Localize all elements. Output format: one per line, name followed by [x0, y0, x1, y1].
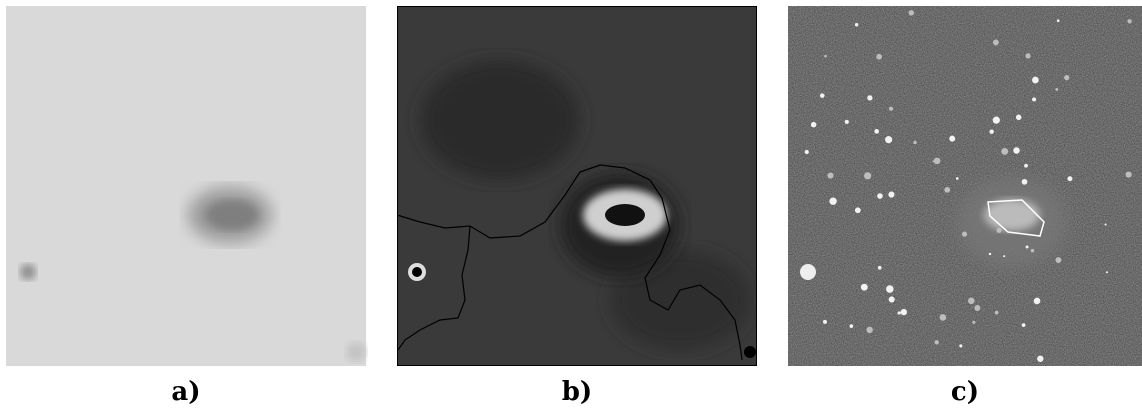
- star: [820, 93, 825, 98]
- star: [867, 95, 872, 100]
- panel-label: b): [562, 377, 592, 407]
- star: [1067, 176, 1072, 181]
- spot-core: [744, 346, 756, 358]
- star: [864, 172, 871, 179]
- star: [877, 193, 883, 199]
- star: [1037, 356, 1043, 362]
- shade: [420, 60, 580, 180]
- star: [1022, 323, 1026, 327]
- star: [805, 150, 809, 154]
- noise: [788, 6, 1142, 366]
- star: [811, 122, 817, 128]
- star: [944, 187, 950, 193]
- star: [800, 264, 816, 280]
- star: [932, 160, 934, 162]
- spot: [346, 342, 366, 362]
- star: [993, 117, 1000, 124]
- ring-core: [605, 204, 645, 226]
- star: [1057, 19, 1060, 22]
- star: [959, 344, 962, 347]
- star: [889, 107, 893, 111]
- star: [1055, 257, 1061, 263]
- star: [1003, 255, 1005, 257]
- star: [968, 298, 974, 304]
- star: [823, 320, 827, 324]
- star: [974, 305, 980, 311]
- star: [1024, 164, 1028, 168]
- figure: a) b) c): [0, 0, 1142, 410]
- spot-core: [412, 267, 422, 277]
- panel-c: [788, 6, 1142, 366]
- star: [824, 55, 827, 58]
- star: [989, 129, 993, 133]
- star: [1105, 224, 1107, 226]
- star: [996, 228, 1001, 233]
- panel-a-image: [6, 6, 366, 366]
- star: [1001, 148, 1008, 155]
- star: [962, 232, 967, 237]
- star: [827, 173, 833, 179]
- star: [885, 136, 892, 143]
- panel-label: c): [951, 377, 979, 407]
- star: [898, 311, 901, 314]
- star: [934, 158, 941, 165]
- star: [956, 177, 959, 180]
- star: [940, 314, 947, 321]
- star: [1055, 88, 1058, 91]
- spot: [20, 264, 36, 280]
- panel-label: a): [171, 377, 200, 407]
- star: [1016, 115, 1022, 121]
- star: [1064, 75, 1069, 80]
- star: [874, 129, 879, 134]
- star: [1025, 53, 1030, 58]
- star: [995, 311, 999, 315]
- star: [901, 309, 907, 315]
- star: [1031, 249, 1035, 253]
- star: [1032, 77, 1039, 84]
- star: [1026, 245, 1029, 248]
- star: [1013, 147, 1020, 154]
- galaxy-core: [984, 199, 1040, 231]
- star: [913, 141, 916, 144]
- star: [855, 207, 861, 213]
- star: [934, 340, 938, 344]
- star: [993, 39, 999, 45]
- blob-core: [206, 200, 258, 230]
- star: [1106, 271, 1108, 273]
- star: [1127, 19, 1131, 23]
- star: [889, 296, 895, 302]
- star: [1022, 179, 1028, 185]
- star: [850, 324, 854, 328]
- star: [909, 10, 914, 15]
- star: [855, 23, 858, 26]
- star: [1032, 97, 1036, 101]
- star: [861, 284, 868, 291]
- star: [888, 192, 894, 198]
- star: [878, 266, 882, 270]
- star: [876, 54, 882, 60]
- panel-a: [6, 6, 366, 366]
- star: [949, 136, 955, 142]
- star: [972, 321, 975, 324]
- panel-b: [397, 6, 757, 366]
- star: [1034, 298, 1040, 304]
- star: [829, 197, 836, 204]
- star: [989, 253, 991, 255]
- star: [886, 285, 894, 293]
- star: [866, 327, 872, 333]
- star: [1126, 171, 1132, 177]
- star: [845, 120, 849, 124]
